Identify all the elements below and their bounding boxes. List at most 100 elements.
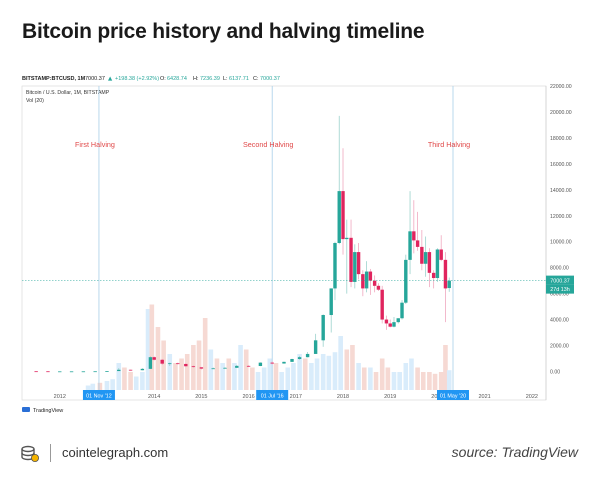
x-tick-label: 2015 <box>195 394 207 400</box>
volume-bar <box>238 345 243 390</box>
volume-bars <box>85 304 452 390</box>
header-price: 7000.37 <box>85 76 105 82</box>
volume-bar <box>415 367 420 390</box>
candle-body <box>246 365 251 367</box>
footer-source-name: TradingView <box>501 444 578 460</box>
volume-bar <box>427 372 432 390</box>
x-tick-label: 2014 <box>148 394 160 400</box>
x-tick-label: 2012 <box>54 394 66 400</box>
price-chart[interactable]: BITSTAMP:BTCUSD, 1M 7000.37 ▲ +198.38 (+… <box>0 68 600 420</box>
volume-bar <box>267 358 273 390</box>
footer-divider <box>50 444 51 462</box>
candle-body <box>356 252 361 275</box>
candle-body <box>93 371 97 373</box>
x-tick-label: 2019 <box>384 394 396 400</box>
countdown-label: 27d 13h <box>550 287 570 293</box>
y-tick-label: 0.00 <box>550 369 560 375</box>
halving-label: Third Halving <box>428 140 470 149</box>
cointelegraph-logo-icon <box>21 445 39 462</box>
volume-bar <box>397 372 402 390</box>
candle-body <box>313 340 318 354</box>
plot-frame <box>21 85 547 401</box>
candle-body <box>46 371 50 373</box>
candle-body <box>423 252 428 264</box>
candle-body <box>435 249 440 279</box>
candle-body <box>140 368 145 371</box>
halving-date-label: 01 May '20 <box>440 394 466 400</box>
volume-bar <box>179 358 184 390</box>
candle-body <box>160 359 164 364</box>
candle-body <box>404 259 408 303</box>
x-tick-label: 2018 <box>337 394 349 400</box>
volume-bar <box>291 363 296 390</box>
volume-bar <box>255 372 261 390</box>
candle-body <box>258 362 263 367</box>
candle-body <box>364 271 369 289</box>
candle-body <box>290 358 294 362</box>
volume-bar <box>403 363 409 390</box>
candle-body <box>235 365 239 368</box>
candle-body <box>69 371 74 373</box>
footer-source: source: TradingView <box>452 444 578 460</box>
candle-body <box>372 280 377 286</box>
header-open-label: O: <box>160 76 166 82</box>
volume-bar <box>385 367 391 390</box>
candle-body <box>388 323 392 327</box>
candle-body <box>34 371 38 373</box>
footer-source-prefix: source: <box>451 444 498 460</box>
volume-bar <box>104 381 110 390</box>
candle-body <box>211 368 215 370</box>
volume-bar <box>309 363 314 390</box>
header-symbol: BITSTAMP:BTCUSD, 1M <box>22 76 86 82</box>
candle-body <box>341 191 345 240</box>
volume-bar <box>243 349 249 390</box>
candle-body <box>128 369 133 371</box>
halving-date-badge <box>256 390 289 400</box>
halving-date-label: 01 Nov '12 <box>86 394 112 400</box>
volume-bar <box>261 367 267 390</box>
y-tick-label: 20000.00 <box>550 110 572 116</box>
header-up-arrow-icon: ▲ <box>108 76 113 82</box>
volume-bar <box>128 372 133 390</box>
volume-bar <box>314 358 320 390</box>
volume-bar <box>184 354 190 390</box>
y-tick-label: 12000.00 <box>550 214 572 220</box>
volume-bar <box>379 358 385 390</box>
candle-body <box>349 237 353 282</box>
volume-bar <box>356 363 361 390</box>
header-high-label: H: <box>193 76 199 82</box>
footer-site-link[interactable]: cointelegraph.com <box>62 445 169 460</box>
candle-body <box>400 302 404 319</box>
volume-bar <box>338 336 343 390</box>
y-tick-label: 2000.00 <box>550 344 569 350</box>
volume-bar <box>90 383 96 390</box>
candle-body <box>447 280 451 289</box>
volume-bar <box>226 358 232 390</box>
candle-body <box>305 353 310 358</box>
x-tick-label: 2017 <box>290 394 302 400</box>
volume-bar <box>279 372 284 390</box>
header-close: 7000.37 <box>260 76 280 82</box>
candle-body <box>396 318 400 323</box>
volume-bar <box>285 367 291 390</box>
candle-body <box>297 357 302 359</box>
candle-body <box>148 357 153 369</box>
tradingview-logo-icon <box>22 407 30 412</box>
tradingview-badge[interactable]: TradingView <box>22 407 63 414</box>
candle-body <box>412 231 416 241</box>
candle-body <box>223 367 227 369</box>
volume-bar <box>145 309 151 390</box>
y-tick-label: 16000.00 <box>550 162 572 168</box>
candle-body <box>58 371 62 373</box>
volume-bar <box>443 345 448 390</box>
volume-bar <box>97 382 103 390</box>
header-open: 6428.74 <box>167 76 187 82</box>
volume-bar <box>116 363 122 390</box>
candle-body <box>420 246 424 264</box>
y-tick-label: 10000.00 <box>550 240 572 246</box>
x-tick-label: 2022 <box>526 394 538 400</box>
header-low-label: L: <box>223 76 228 82</box>
volume-bar <box>250 367 255 390</box>
candle-body <box>282 361 286 364</box>
volume-bar <box>202 318 208 390</box>
